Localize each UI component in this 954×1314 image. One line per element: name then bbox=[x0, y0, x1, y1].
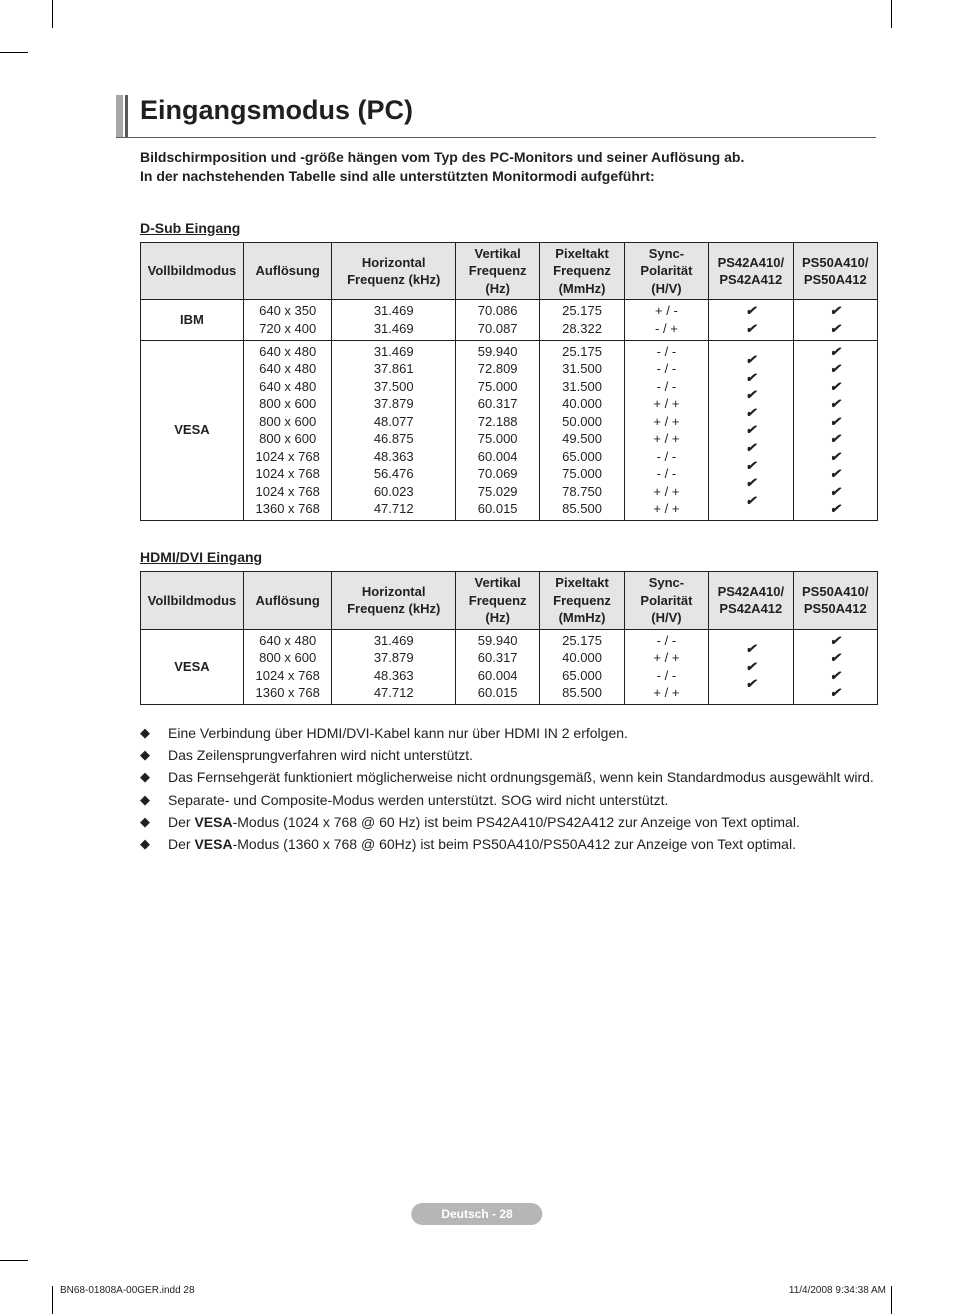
intro-line2: In der nachstehenden Tabelle sind alle u… bbox=[140, 167, 880, 186]
page-title: Eingangsmodus (PC) bbox=[140, 95, 880, 126]
cell-hf: 31.46931.469 bbox=[332, 300, 456, 340]
cell-m2: ✔✔✔✔ bbox=[793, 629, 877, 704]
bullet-row: ◆Der VESA-Modus (1360 x 768 @ 60Hz) ist … bbox=[140, 834, 880, 854]
crop-mark bbox=[52, 0, 53, 28]
bullet-row: ◆Das Fernsehgerät funktioniert möglicher… bbox=[140, 767, 880, 787]
cell-pf: 25.17531.50031.50040.00050.00049.50065.0… bbox=[540, 340, 624, 520]
bullet-text: Separate- und Composite-Modus werden unt… bbox=[168, 790, 880, 810]
crop-mark bbox=[891, 1286, 892, 1314]
bullet-text: Der VESA-Modus (1024 x 768 @ 60 Hz) ist … bbox=[168, 812, 880, 832]
th-m1-a: PS42A410/ bbox=[718, 255, 785, 270]
dsub-table: Vollbildmodus Auflösung Horizontal Frequ… bbox=[140, 242, 878, 521]
title-underline bbox=[116, 137, 876, 138]
bullet-row: ◆Der VESA-Modus (1024 x 768 @ 60 Hz) ist… bbox=[140, 812, 880, 832]
cell-vf: 59.94072.80975.00060.31772.18875.00060.0… bbox=[455, 340, 539, 520]
th-m2: PS50A410/PS50A412 bbox=[793, 571, 877, 629]
diamond-icon: ◆ bbox=[140, 790, 168, 810]
th-m2-a: PS50A410/ bbox=[802, 584, 869, 599]
intro-text: Bildschirmposition und -größe hängen vom… bbox=[140, 148, 880, 186]
page-content: Eingangsmodus (PC) Bildschirmposition un… bbox=[140, 95, 880, 857]
cell-pf: 25.17528.322 bbox=[540, 300, 624, 340]
bullet-text: Das Fernsehgerät funktioniert möglicherw… bbox=[168, 767, 880, 787]
mode-cell: VESA bbox=[141, 340, 244, 520]
th-vf: Vertikal Frequenz (Hz) bbox=[455, 571, 539, 629]
crop-mark bbox=[52, 1286, 53, 1314]
cell-sp: + / -- / + bbox=[624, 300, 708, 340]
crop-mark bbox=[0, 52, 28, 53]
th-m2-b: PS50A412 bbox=[804, 601, 867, 616]
cell-hf: 31.46937.86137.50037.87948.07746.87548.3… bbox=[332, 340, 456, 520]
th-res: Auflösung bbox=[243, 242, 332, 300]
diamond-icon: ◆ bbox=[140, 723, 168, 743]
bullet-row: ◆Separate- und Composite-Modus werden un… bbox=[140, 790, 880, 810]
cell-res: 640 x 350720 x 400 bbox=[243, 300, 332, 340]
th-res: Auflösung bbox=[243, 571, 332, 629]
th-vf: Vertikal Frequenz (Hz) bbox=[455, 242, 539, 300]
section-label-hdmi: HDMI/DVI Eingang bbox=[140, 549, 880, 565]
bullet-text: Das Zeilensprungverfahren wird nicht unt… bbox=[168, 745, 880, 765]
bullet-list: ◆Eine Verbindung über HDMI/DVI-Kabel kan… bbox=[140, 723, 880, 855]
cell-pf: 25.17540.00065.00085.500 bbox=[540, 629, 624, 704]
th-sp: Sync-Polarität (H/V) bbox=[624, 571, 708, 629]
cell-m1: ✔✔✔ bbox=[709, 629, 793, 704]
crop-mark bbox=[0, 1260, 28, 1261]
th-hf: Horizontal Frequenz (kHz) bbox=[332, 571, 456, 629]
mode-cell: IBM bbox=[141, 300, 244, 340]
hdmi-table: Vollbildmodus Auflösung Horizontal Frequ… bbox=[140, 571, 878, 705]
indd-footer-left: BN68-01808A-00GER.indd 28 bbox=[60, 1285, 195, 1296]
th-m1-a: PS42A410/ bbox=[718, 584, 785, 599]
th-m1-b: PS42A412 bbox=[719, 272, 782, 287]
th-m2-a: PS50A410/ bbox=[802, 255, 869, 270]
cell-vf: 59.94060.31760.00460.015 bbox=[455, 629, 539, 704]
cell-sp: - / -- / -- / -+ / ++ / ++ / +- / -- / -… bbox=[624, 340, 708, 520]
th-pf: Pixeltakt Frequenz (MmHz) bbox=[540, 571, 624, 629]
diamond-icon: ◆ bbox=[140, 812, 168, 832]
th-hf: Horizontal Frequenz (kHz) bbox=[332, 242, 456, 300]
cell-m1: ✔✔✔✔✔✔✔✔✔ bbox=[709, 340, 793, 520]
section-label-dsub: D-Sub Eingang bbox=[140, 220, 880, 236]
diamond-icon: ◆ bbox=[140, 767, 168, 787]
th-mode: Vollbildmodus bbox=[141, 242, 244, 300]
cell-res: 640 x 480800 x 6001024 x 7681360 x 768 bbox=[243, 629, 332, 704]
th-m1: PS42A410/PS42A412 bbox=[709, 571, 793, 629]
title-rule-icon bbox=[116, 95, 128, 137]
bullet-row: ◆Eine Verbindung über HDMI/DVI-Kabel kan… bbox=[140, 723, 880, 743]
cell-m2: ✔✔✔✔✔✔✔✔✔✔ bbox=[793, 340, 877, 520]
th-sp: Sync-Polarität (H/V) bbox=[624, 242, 708, 300]
diamond-icon: ◆ bbox=[140, 745, 168, 765]
cell-vf: 70.08670.087 bbox=[455, 300, 539, 340]
indd-footer-right: 11/4/2008 9:34:38 AM bbox=[789, 1285, 886, 1296]
cell-hf: 31.46937.87948.36347.712 bbox=[332, 629, 456, 704]
th-m1-b: PS42A412 bbox=[719, 601, 782, 616]
crop-mark bbox=[891, 0, 892, 28]
th-m2: PS50A410/PS50A412 bbox=[793, 242, 877, 300]
intro-line1: Bildschirmposition und -größe hängen vom… bbox=[140, 148, 880, 167]
bullet-text: Eine Verbindung über HDMI/DVI-Kabel kann… bbox=[168, 723, 880, 743]
th-mode: Vollbildmodus bbox=[141, 571, 244, 629]
cell-m1: ✔✔ bbox=[709, 300, 793, 340]
cell-m2: ✔✔ bbox=[793, 300, 877, 340]
mode-cell: VESA bbox=[141, 629, 244, 704]
bullet-row: ◆Das Zeilensprungverfahren wird nicht un… bbox=[140, 745, 880, 765]
bullet-text: Der VESA-Modus (1360 x 768 @ 60Hz) ist b… bbox=[168, 834, 880, 854]
cell-sp: - / -+ / +- / -+ / + bbox=[624, 629, 708, 704]
th-pf: Pixeltakt Frequenz (MmHz) bbox=[540, 242, 624, 300]
cell-res: 640 x 480640 x 480640 x 480800 x 600800 … bbox=[243, 340, 332, 520]
diamond-icon: ◆ bbox=[140, 834, 168, 854]
th-m1: PS42A410/PS42A412 bbox=[709, 242, 793, 300]
page-footer-pill: Deutsch - 28 bbox=[411, 1203, 542, 1225]
th-m2-b: PS50A412 bbox=[804, 272, 867, 287]
